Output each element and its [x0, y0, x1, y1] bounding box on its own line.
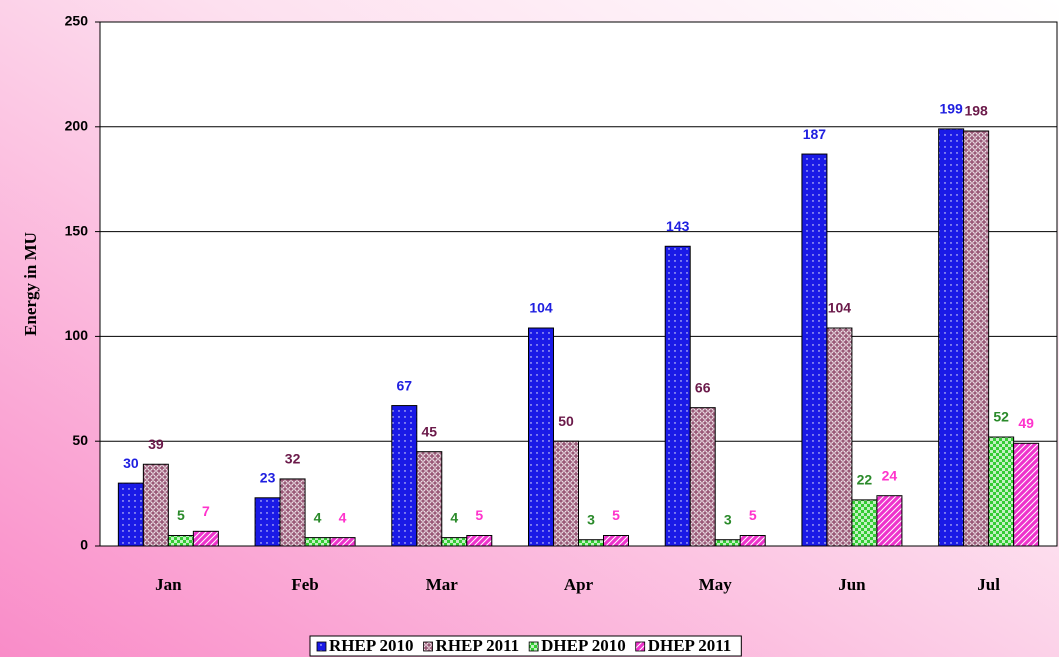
legend-label: DHEP 2010: [541, 636, 626, 655]
bar: [167, 535, 194, 547]
bar: [578, 539, 604, 547]
bar: [254, 497, 281, 547]
bar: [142, 463, 169, 547]
data-label: 199: [939, 101, 963, 117]
data-label: 5: [475, 507, 483, 523]
bar: [553, 440, 579, 547]
data-label: 52: [993, 409, 1009, 425]
data-label: 3: [724, 511, 732, 527]
data-label: 49: [1018, 415, 1034, 431]
data-label: 45: [421, 423, 437, 439]
bar: [416, 451, 443, 547]
data-label: 5: [612, 507, 620, 523]
bar: [329, 537, 356, 547]
x-tick-label: May: [699, 575, 733, 594]
bar: [304, 537, 331, 547]
x-tick-label: Feb: [291, 575, 318, 594]
data-label: 32: [285, 451, 301, 467]
bar: [876, 495, 903, 547]
bar: [603, 535, 629, 547]
bar: [441, 537, 468, 547]
x-tick-label: Jul: [977, 575, 1000, 594]
y-tick-label: 100: [65, 327, 89, 343]
data-label: 66: [695, 379, 711, 395]
data-label: 22: [857, 472, 873, 488]
legend-swatch: [635, 641, 646, 652]
data-label: 67: [396, 377, 412, 393]
bar: [192, 530, 219, 547]
bar: [938, 128, 965, 547]
bar: [851, 499, 878, 547]
data-label: 198: [964, 103, 988, 119]
data-label: 30: [123, 455, 139, 471]
data-label: 5: [749, 507, 757, 523]
bar: [279, 478, 306, 547]
bar: [689, 407, 716, 547]
data-label: 187: [803, 126, 827, 142]
data-label: 24: [882, 467, 898, 483]
x-tick-label: Jan: [155, 575, 182, 594]
bar: [466, 535, 493, 547]
bar: [988, 436, 1015, 547]
x-tick-label: Jun: [838, 575, 866, 594]
x-tick-label: Apr: [564, 575, 594, 594]
data-label: 4: [450, 509, 458, 525]
data-label: 143: [666, 218, 690, 234]
data-label: 7: [202, 503, 210, 519]
data-label: 104: [828, 300, 852, 316]
bar: [117, 482, 144, 547]
bar: [963, 130, 990, 547]
y-tick-label: 0: [80, 537, 88, 553]
bar: [1013, 442, 1040, 547]
bar: [664, 245, 691, 547]
bar: [739, 535, 766, 547]
data-label: 4: [314, 509, 322, 525]
bar: [826, 327, 853, 547]
data-label: 104: [529, 300, 553, 316]
data-label: 23: [260, 469, 276, 485]
y-axis-label: Energy in MU: [21, 232, 40, 336]
bar: [714, 539, 741, 547]
legend-swatch: [528, 641, 539, 652]
bar: [801, 153, 828, 547]
legend-swatch: [316, 641, 327, 652]
data-label: 3: [587, 511, 595, 527]
y-tick-label: 200: [65, 118, 89, 134]
y-tick-label: 150: [65, 222, 89, 238]
data-label: 5: [177, 507, 185, 523]
legend-swatch: [423, 641, 433, 652]
y-tick-label: 250: [65, 13, 89, 29]
x-tick-label: Mar: [426, 575, 459, 594]
bar: [528, 327, 554, 547]
y-tick-label: 50: [72, 432, 88, 448]
legend: [309, 635, 742, 657]
data-label: 4: [339, 509, 347, 525]
data-label: 50: [558, 413, 574, 429]
legend-label: DHEP 2011: [648, 636, 732, 655]
legend-label: RHEP 2011: [436, 636, 520, 655]
bar: [391, 405, 418, 547]
legend-label: RHEP 2010: [329, 636, 414, 655]
data-label: 39: [148, 436, 164, 452]
